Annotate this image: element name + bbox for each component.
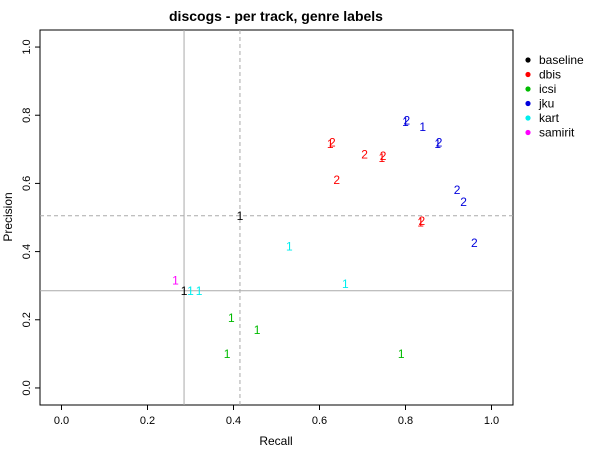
data-point-kart: 1 — [342, 277, 349, 291]
x-tick-label: 0.6 — [312, 415, 327, 427]
legend-label-jku: jku — [538, 97, 554, 111]
reference-lines — [40, 30, 513, 405]
data-point-samirit: 1 — [172, 274, 179, 288]
data-point-dbis: 2 — [361, 147, 368, 161]
data-point-icsi: 1 — [398, 347, 405, 361]
data-point-dbis: 2 — [418, 214, 425, 228]
data-point-jku: 2 — [403, 113, 410, 127]
data-point-jku: 1 — [434, 137, 441, 151]
legend-marker-dbis — [525, 71, 531, 78]
y-axis-label: Precision — [1, 192, 15, 241]
x-tick-label: 0.2 — [140, 415, 155, 427]
plot-frame — [39, 29, 514, 406]
y-tick-label: 0.2 — [21, 312, 33, 327]
data-point-jku: 1 — [419, 120, 426, 134]
y-tick-label: 0.6 — [21, 176, 33, 191]
y-tick-label: 1.0 — [21, 39, 33, 54]
y-tick-label: 0.8 — [21, 108, 33, 123]
y-axis: 0.0 0.2 0.4 0.6 0.8 1.0 — [21, 39, 40, 396]
data-point-jku: 2 — [436, 136, 443, 150]
data-point-baseline: 1 — [181, 284, 188, 298]
data-point-dbis: 1 — [379, 151, 386, 165]
x-tick-label: 0.4 — [226, 415, 241, 427]
x-tick-label: 0.0 — [54, 415, 69, 427]
legend-marker-kart — [525, 115, 531, 121]
legend-marker-baseline — [525, 57, 531, 63]
data-point-dbis: 2 — [329, 136, 336, 150]
data-point-kart: 1 — [187, 284, 194, 298]
data-point-icsi: 1 — [224, 347, 231, 361]
y-tick-label: 0.4 — [21, 244, 33, 259]
data-point-kart: 1 — [196, 284, 203, 298]
y-tick-label: 0.0 — [21, 380, 33, 395]
data-point-jku: 2 — [460, 195, 467, 209]
data-point-jku: 2 — [454, 183, 461, 197]
x-tick-label: 1.0 — [484, 415, 499, 427]
data-point-dbis: 2 — [333, 173, 340, 187]
legend-label-kart: kart — [539, 111, 560, 125]
data-point-dbis: 1 — [327, 137, 334, 151]
chart-title: discogs - per track, genre labels — [169, 8, 383, 24]
legend-marker-icsi — [525, 86, 531, 92]
data-point-jku: 1 — [402, 115, 409, 129]
data-point-icsi: 1 — [254, 323, 261, 337]
x-axis: 0.0 0.2 0.4 0.6 0.8 1.0 — [54, 405, 499, 427]
legend-label-dbis: dbis — [539, 68, 561, 82]
legend-label-samirit: samirit — [539, 126, 575, 140]
legend-label-baseline: baseline — [539, 53, 584, 67]
data-point-jku: 2 — [471, 236, 478, 250]
legend-label-icsi: icsi — [539, 82, 556, 96]
data-point-baseline: 1 — [237, 209, 244, 223]
data-point-kart: 1 — [286, 239, 293, 253]
data-point-dbis: 1 — [417, 216, 424, 230]
x-tick-label: 0.8 — [398, 415, 413, 427]
legend-marker-jku — [525, 100, 531, 107]
data-point-dbis: 2 — [380, 149, 387, 163]
legend-marker-samirit — [525, 129, 531, 136]
x-axis-label: Recall — [259, 434, 292, 448]
data-point-icsi: 1 — [228, 311, 235, 325]
